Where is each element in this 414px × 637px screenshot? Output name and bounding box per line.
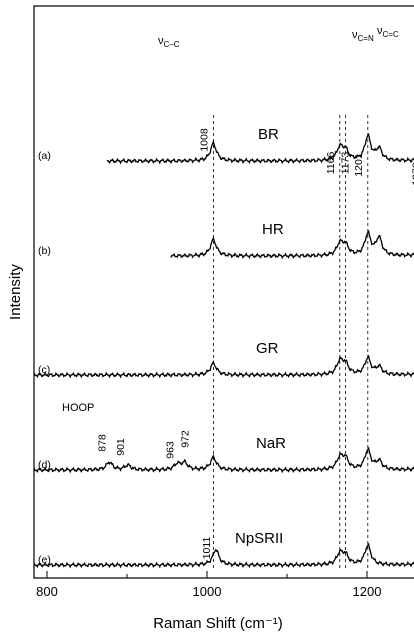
spectrum-line-hr (170, 229, 414, 260)
plot-frame (33, 5, 414, 579)
peak-label-1173: 1173 (339, 152, 351, 175)
y-axis-title: Intensity (7, 264, 24, 320)
x-axis-title: Raman Shift (cm⁻¹) (153, 615, 283, 632)
spectrum-line-npsrii (33, 542, 414, 569)
peak-label-878: 878 (96, 434, 108, 452)
mode-label-cn: νC=N (352, 29, 374, 43)
peak-label-1011: 1011 (201, 537, 213, 560)
mode-label-subscript: C=N (358, 34, 374, 43)
x-tick-label-800: 800 (36, 584, 58, 599)
mode-label-subscript: C=C (383, 30, 399, 39)
trace-label-1: (b) (38, 245, 51, 257)
peak-label-963: 963 (164, 441, 176, 459)
trace-label-4: (e) (38, 554, 51, 566)
spectrum-line-br (106, 132, 414, 165)
species-label-nar: NaR (256, 435, 286, 452)
chart-labels: 1008116611731201127315281639152616351533… (62, 25, 414, 560)
peak-label-1008: 1008 (198, 128, 210, 152)
species-label-gr: GR (256, 340, 279, 357)
trace-label-2: (c) (38, 364, 50, 376)
x-tick-label-1000: 1000 (193, 584, 222, 599)
mode-label-cc: νC=C (377, 25, 399, 39)
reference-lines (212, 115, 369, 568)
peak-label-1166: 1166 (325, 152, 337, 175)
peak-label-901: 901 (115, 438, 127, 456)
mode-label-cc: νC–C (158, 35, 180, 49)
peak-label-1273: 1273 (410, 162, 414, 186)
x-tick-label-1200: 1200 (353, 584, 382, 599)
spectra-traces: (a) BR (b) HR (c) GR (d) NaR (e) NpSRII (33, 126, 414, 569)
species-label-hr: HR (262, 221, 284, 238)
spectrum-line-gr (33, 354, 414, 379)
mode-label-subscript: C–C (164, 40, 180, 49)
trace-label-3: (d) (38, 459, 51, 471)
x-axis: 8001000120014001600 (36, 571, 382, 599)
species-label-npsrii: NpSRII (235, 530, 283, 547)
peak-label-972: 972 (180, 430, 192, 448)
trace-label-0: (a) (38, 150, 51, 162)
hoop-label: HOOP (62, 402, 94, 414)
spectrum-line-nar (33, 446, 414, 474)
peak-label-1201: 1201 (353, 153, 365, 177)
species-label-br: BR (258, 126, 279, 143)
